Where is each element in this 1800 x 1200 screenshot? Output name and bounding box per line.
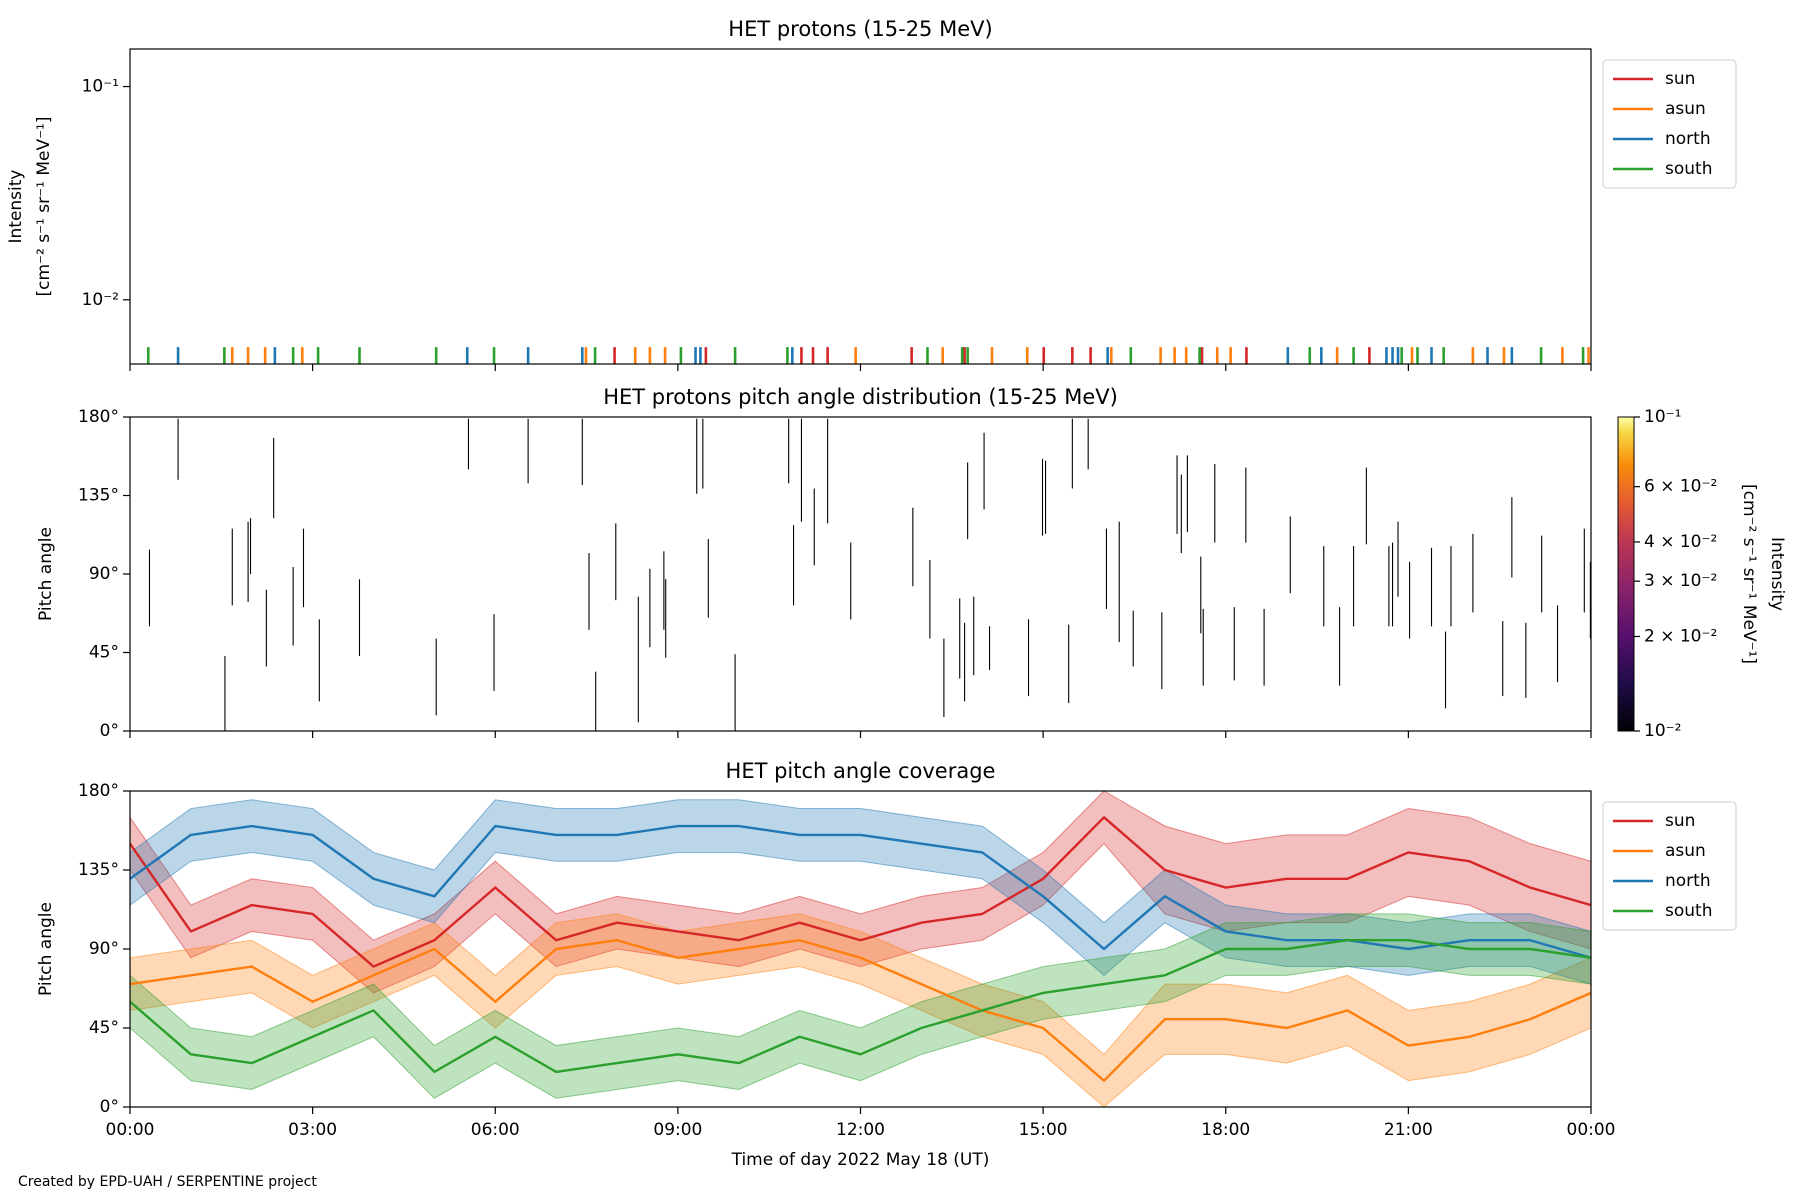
x-axis-label: Time of day 2022 May 18 (UT) — [731, 1150, 990, 1170]
legend-label: asun — [1665, 99, 1706, 119]
legend-label: south — [1665, 159, 1712, 179]
y-axis-label: Pitch angle — [36, 902, 56, 996]
x-tick-label: 21:00 — [1384, 1120, 1433, 1140]
x-tick-label: 18:00 — [1201, 1120, 1250, 1140]
axes-frame — [129, 48, 1592, 365]
colorbar-tick-label: 4 × 10⁻² — [1644, 532, 1717, 552]
x-tick-label: 12:00 — [836, 1120, 885, 1140]
coverage-band — [130, 799, 1591, 985]
y-tick-label: 10⁻² — [82, 290, 119, 310]
y-tick-label: 0° — [100, 1097, 119, 1117]
colorbar-tick-label: 10⁻² — [1644, 721, 1681, 741]
y-axis-label: Intensity — [6, 170, 26, 244]
panel-title: HET protons pitch angle distribution (15… — [603, 385, 1118, 409]
plot-area — [130, 791, 1591, 1107]
legend-label: asun — [1665, 841, 1706, 861]
coverage-band — [130, 791, 1591, 994]
colorbar-tick-label: 2 × 10⁻² — [1644, 626, 1717, 646]
x-tick-label: 06:00 — [471, 1120, 520, 1140]
y-tick-label: 180° — [78, 407, 119, 427]
x-tick-label: 15:00 — [1019, 1120, 1068, 1140]
x-tick-label: 03:00 — [288, 1120, 337, 1140]
panel-title: HET protons (15-25 MeV) — [728, 17, 992, 41]
colorbar-tick-label: 6 × 10⁻² — [1644, 477, 1717, 497]
y-axis-label: [cm⁻² s⁻¹ sr⁻¹ MeV⁻¹] — [34, 117, 54, 297]
axes-frame — [129, 416, 1592, 732]
plot-area — [146, 347, 1590, 364]
colorbar-tick-label: 10⁻¹ — [1644, 407, 1681, 427]
legend-box — [1602, 59, 1737, 189]
coverage-line — [130, 939, 1591, 1082]
colorbar-label: [cm⁻² s⁻¹ sr⁻¹ MeV⁻¹] — [1739, 484, 1759, 664]
colorbar-tick-label: 3 × 10⁻² — [1644, 571, 1717, 591]
coverage-line — [130, 816, 1591, 968]
y-tick-label: 90° — [89, 939, 119, 959]
legend-label: south — [1665, 901, 1712, 921]
y-tick-label: 0° — [100, 721, 119, 741]
panel: HET protons pitch angle distribution (15… — [36, 385, 1787, 741]
axes-frame — [129, 790, 1592, 1108]
colorbar — [1617, 416, 1635, 732]
footer: Created by EPD-UAH / SERPENTINE project — [18, 1174, 317, 1190]
y-tick-label: 10⁻¹ — [82, 77, 119, 97]
panel: HET pitch angle coverage Pitch angle 0° 45°… — [36, 759, 1737, 1170]
legend-label: sun — [1665, 811, 1695, 831]
plot-area — [148, 418, 1591, 731]
y-axis-label: Pitch angle — [36, 527, 56, 621]
x-tick-label: 00:00 — [106, 1120, 155, 1140]
y-tick-label: 180° — [78, 781, 119, 801]
y-tick-label: 135° — [78, 486, 119, 506]
legend-box — [1602, 801, 1737, 931]
legend-label: sun — [1665, 69, 1695, 89]
x-tick-label: 09:00 — [653, 1120, 702, 1140]
x-tick-label: 00:00 — [1567, 1120, 1616, 1140]
y-tick-label: 45° — [89, 643, 119, 663]
panel-title: HET pitch angle coverage — [726, 759, 996, 783]
y-tick-label: 45° — [89, 1018, 119, 1038]
coverage-band — [130, 913, 1591, 1099]
legend-label: north — [1665, 871, 1711, 891]
legend-label: north — [1665, 129, 1711, 149]
coverage-line — [130, 939, 1591, 1074]
colorbar-label: Intensity — [1767, 537, 1787, 611]
y-tick-label: 135° — [78, 860, 119, 880]
y-tick-label: 90° — [89, 564, 119, 584]
coverage-band — [130, 913, 1591, 1107]
panel: HET protons (15-25 MeV) Intensity [cm⁻² s⁻… — [6, 17, 1737, 371]
